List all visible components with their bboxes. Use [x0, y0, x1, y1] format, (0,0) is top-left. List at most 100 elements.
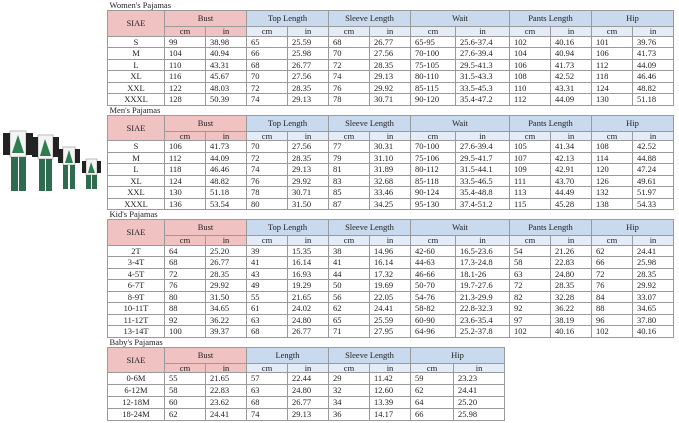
- size-value: 51.97: [632, 186, 674, 199]
- size-value: 136: [164, 197, 206, 210]
- unit-label: in: [632, 130, 674, 141]
- size-value: 75-105: [410, 58, 456, 71]
- size-value: 104: [509, 47, 551, 60]
- size-label: 11-12T: [107, 313, 165, 326]
- size-value: 97: [509, 313, 551, 326]
- size-value: 106: [164, 140, 206, 153]
- size-value: 25.20: [205, 244, 247, 257]
- size-value: 51.18: [631, 93, 675, 106]
- size-value: 36: [328, 408, 370, 421]
- unit-label: in: [205, 235, 247, 246]
- size-value: 34.25: [369, 197, 411, 210]
- size-value: 31.5-43.3: [455, 70, 510, 83]
- size-value: 44: [328, 267, 370, 280]
- size-label: XL: [107, 70, 165, 83]
- size-value: 58: [509, 256, 551, 269]
- size-value: 31.89: [369, 163, 411, 176]
- column-header: Sleeve Length: [328, 219, 411, 236]
- column-header: Length: [246, 346, 329, 364]
- size-label: XL: [107, 174, 165, 187]
- size-value: 25.98: [631, 256, 675, 269]
- size-value: 31.5-44.1: [455, 163, 510, 176]
- size-value: 27.6-39.4: [455, 140, 510, 153]
- unit-label: in: [452, 362, 506, 373]
- size-value: 41: [328, 256, 370, 269]
- size-value: 36.22: [205, 313, 247, 326]
- size-value: 78: [246, 186, 288, 199]
- unit-label: cm: [509, 235, 551, 246]
- column-header: Bust: [164, 10, 247, 27]
- size-value: 108: [509, 70, 551, 83]
- size-value: 41.73: [205, 140, 247, 153]
- size-table: Men's Pajamas SIAE Bust Top Length Sleeve Le…: [107, 106, 674, 211]
- size-value: 55: [246, 290, 288, 303]
- size-label: L: [107, 163, 165, 176]
- size-value: 132: [591, 186, 633, 199]
- unit-label: cm: [246, 362, 288, 373]
- size-value: 39.76: [631, 35, 675, 48]
- size-value: 40.94: [550, 47, 592, 60]
- size-row: M 104 40.94 66 25.98 70 27.56 70-100 27.6-39.4 10…: [107, 47, 675, 60]
- size-value: 100: [164, 325, 206, 338]
- size-value: 74: [246, 93, 288, 106]
- unit-label: in: [287, 235, 329, 246]
- size-value: 88: [591, 302, 633, 315]
- size-value: 38: [328, 244, 370, 257]
- size-value: 12.60: [369, 384, 411, 397]
- size-value: 66: [591, 256, 633, 269]
- size-value: 34.65: [631, 302, 675, 315]
- size-value: 18.1-26: [455, 267, 510, 280]
- size-value: 36.22: [550, 302, 592, 315]
- size-label: M: [107, 151, 165, 164]
- size-value: 33.07: [631, 290, 675, 303]
- size-value: 11.42: [369, 372, 411, 385]
- size-value: 32.68: [369, 174, 411, 187]
- unit-row: cm in cm in cm in cm in cm in cm in: [108, 235, 675, 246]
- size-value: 40.16: [550, 35, 592, 48]
- size-row: XL 116 45.67 70 27.56 74 29.13 80-110 31.5-43.3 1…: [107, 70, 675, 83]
- size-row: XXL 122 48.03 72 28.35 76 29.92 85-115 33.5-45.3…: [107, 81, 675, 94]
- size-value: 16.93: [287, 267, 329, 280]
- unit-label: in: [550, 26, 592, 37]
- size-value: 102: [509, 325, 551, 338]
- size-value: 63: [509, 267, 551, 280]
- size-value: 90-120: [410, 93, 456, 106]
- unit-row: cm in cm in cm in cm in cm in cm in: [108, 26, 675, 37]
- size-value: 21.65: [205, 372, 247, 385]
- size-row: 4-5T 72 28.35 43 16.93 44 17.32 46-66 18.1-26 63 2…: [107, 267, 675, 280]
- section-title: Baby's Pajamas: [109, 337, 163, 347]
- column-header: Top Length: [246, 219, 329, 236]
- column-header: Pants Length: [509, 114, 592, 132]
- unit-label: cm: [410, 26, 456, 37]
- size-value: 43.31: [550, 81, 592, 94]
- unit-label: cm: [246, 235, 288, 246]
- size-value: 74: [246, 163, 288, 176]
- size-value: 33.5-45.3: [455, 81, 510, 94]
- size-value: 106: [591, 47, 633, 60]
- size-value: 126: [591, 174, 633, 187]
- column-header: Bust: [164, 346, 247, 364]
- size-value: 29.13: [287, 93, 329, 106]
- column-header: Hip: [409, 346, 506, 364]
- size-row: 2T 64 25.20 39 15.35 38 14.96 42-60 16.5-23.6 54 2…: [107, 244, 675, 257]
- size-value: 49.61: [632, 174, 674, 187]
- column-header: Pants Length: [509, 219, 592, 236]
- size-value: 33.46: [369, 186, 411, 199]
- size-value: 61: [246, 302, 288, 315]
- size-value: 40.94: [205, 47, 247, 60]
- size-value: 29.92: [287, 174, 329, 187]
- size-value: 88: [164, 302, 206, 315]
- size-value: 68: [164, 256, 206, 269]
- size-value: 48.03: [205, 81, 247, 94]
- size-value: 22.8-32.3: [455, 302, 510, 315]
- size-label: S: [107, 140, 165, 153]
- size-table: Kid's Pajamas SIAE Bust Top Length Sleeve Le…: [107, 210, 675, 338]
- size-value: 37.4-51.2: [455, 197, 510, 210]
- size-value: 28.35: [287, 81, 329, 94]
- size-value: 28.35: [631, 267, 675, 280]
- column-header: Hip: [590, 10, 675, 27]
- size-value: 29.13: [369, 70, 411, 83]
- size-value: 60: [164, 396, 206, 409]
- size-value: 19.29: [287, 279, 329, 292]
- size-value: 28.35: [369, 58, 411, 71]
